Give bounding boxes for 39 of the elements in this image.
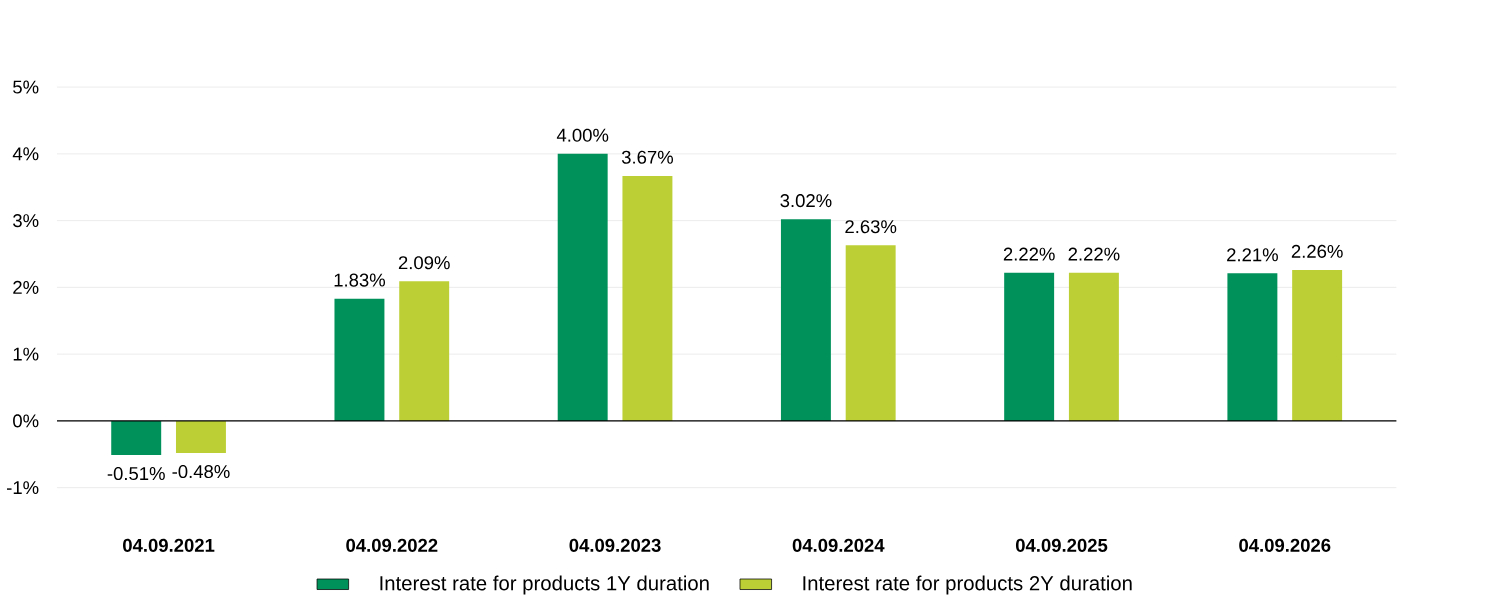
data-label: 4.00% [556,128,609,142]
bar [1292,269,1343,421]
y-tick-label: 1% [13,347,39,361]
bar [1227,273,1278,421]
data-label: 2.22% [1003,247,1055,261]
bar [399,281,450,421]
x-tick-label: 04.09.2026 [1239,538,1331,552]
data-label: 2.09% [398,255,450,270]
x-tick-label: 04.09.2022 [346,538,438,552]
legend-label: Interest rate for products 1Y duration [380,575,709,595]
data-label: 2.21% [1227,248,1278,262]
y-tick-label: 5% [13,80,39,94]
data-label: 3.67% [621,150,674,164]
y-tick-label: -1% [7,480,39,494]
bar [1004,272,1055,421]
data-label: -0.51% [107,466,165,480]
bar [1068,272,1119,421]
bar [111,420,162,455]
data-label: 3.02% [780,193,832,207]
bar [334,298,385,421]
bar [175,420,226,453]
y-tick-label: 2% [13,280,39,294]
y-tick-label: 0% [13,414,39,428]
data-label: 2.63% [845,219,897,234]
x-tick-label: 04.09.2021 [123,538,215,552]
y-tick-label: 3% [13,213,39,227]
bar [780,219,831,421]
y-tick-label: 4% [12,147,39,161]
data-label: 2.26% [1291,244,1343,258]
data-label: -0.48% [172,464,230,478]
bar [622,175,673,421]
x-tick-label: 04.09.2024 [792,538,885,552]
data-label: 2.22% [1068,247,1120,261]
x-tick-label: 04.09.2023 [569,538,661,552]
bar [845,245,896,421]
bar [557,153,608,421]
legend-label: Interest rate for products 2Y duration [803,575,1132,595]
data-label: 1.83% [334,273,386,287]
x-tick-label: 04.09.2025 [1015,538,1108,552]
